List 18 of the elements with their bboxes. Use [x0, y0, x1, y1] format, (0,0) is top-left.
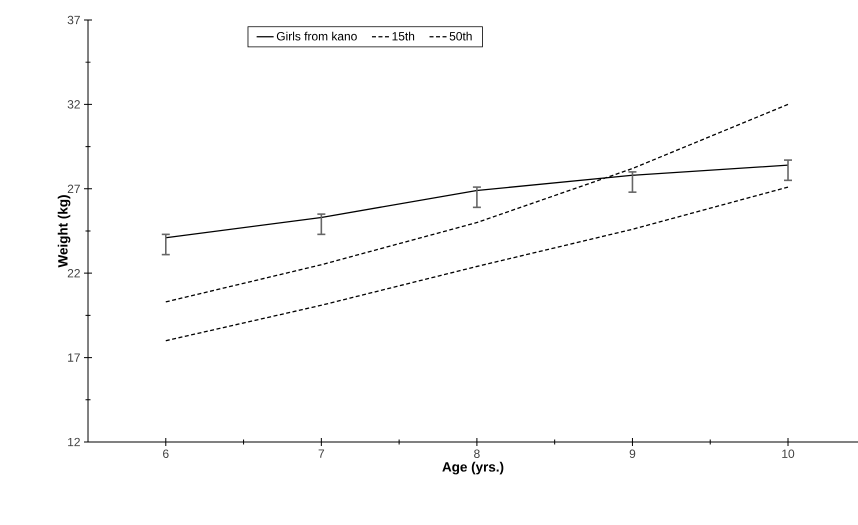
y-tick-label: 22 — [68, 269, 80, 278]
line-series — [165, 186, 789, 342]
y-tick-label: 27 — [68, 184, 80, 193]
legend-label: Girls from kano — [276, 32, 357, 40]
y-tick-label: 12 — [68, 438, 80, 446]
x-tick-label: 7 — [318, 450, 324, 458]
y-tick-label: 37 — [68, 16, 80, 24]
y-tick-label: 32 — [68, 100, 80, 109]
legend-label: 15th — [392, 32, 414, 40]
x-axis-title: Age (yrs.) — [442, 462, 504, 474]
legend-label: 50th — [450, 32, 472, 40]
y-tick-label: 17 — [68, 353, 80, 362]
x-tick-label: 6 — [163, 450, 169, 458]
x-tick-label: 10 — [782, 450, 794, 458]
x-tick-label: 9 — [630, 450, 636, 458]
x-tick-label: 8 — [474, 450, 480, 458]
y-axis-title: Weight (kg) — [58, 195, 70, 268]
line-series — [165, 104, 789, 303]
